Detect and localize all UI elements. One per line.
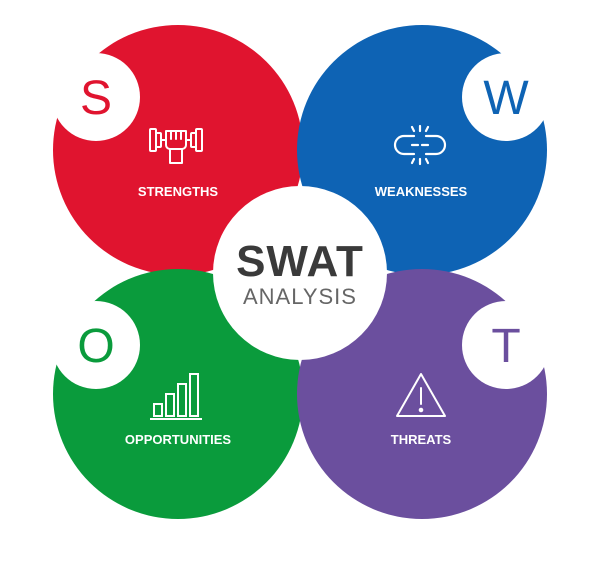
threats-letter: T xyxy=(491,320,520,373)
opportunities-label: OPPORTUNITIES xyxy=(125,432,232,447)
strengths-letter: S xyxy=(80,72,112,125)
opportunities-letter-badge xyxy=(52,301,140,389)
center-hub: SWAT ANALYSIS xyxy=(213,186,387,360)
threats-letter-badge xyxy=(462,301,550,389)
weaknesses-letter-badge xyxy=(462,53,550,141)
center-circle xyxy=(213,186,387,360)
bar-chart-icon xyxy=(150,373,202,420)
weaknesses-letter: W xyxy=(483,72,529,125)
center-subtitle: ANALYSIS xyxy=(243,284,357,309)
strengths-letter-badge xyxy=(52,53,140,141)
threats-label: THREATS xyxy=(391,432,452,447)
opportunities-letter: O xyxy=(77,320,114,373)
strengths-label: STRENGTHS xyxy=(138,184,219,199)
weaknesses-label: WEAKNESSES xyxy=(375,184,468,199)
broken-link-icon xyxy=(393,124,447,166)
center-title: SWAT xyxy=(236,237,364,286)
dumbbell-fist-icon xyxy=(149,128,203,164)
warning-triangle-icon xyxy=(396,373,446,417)
